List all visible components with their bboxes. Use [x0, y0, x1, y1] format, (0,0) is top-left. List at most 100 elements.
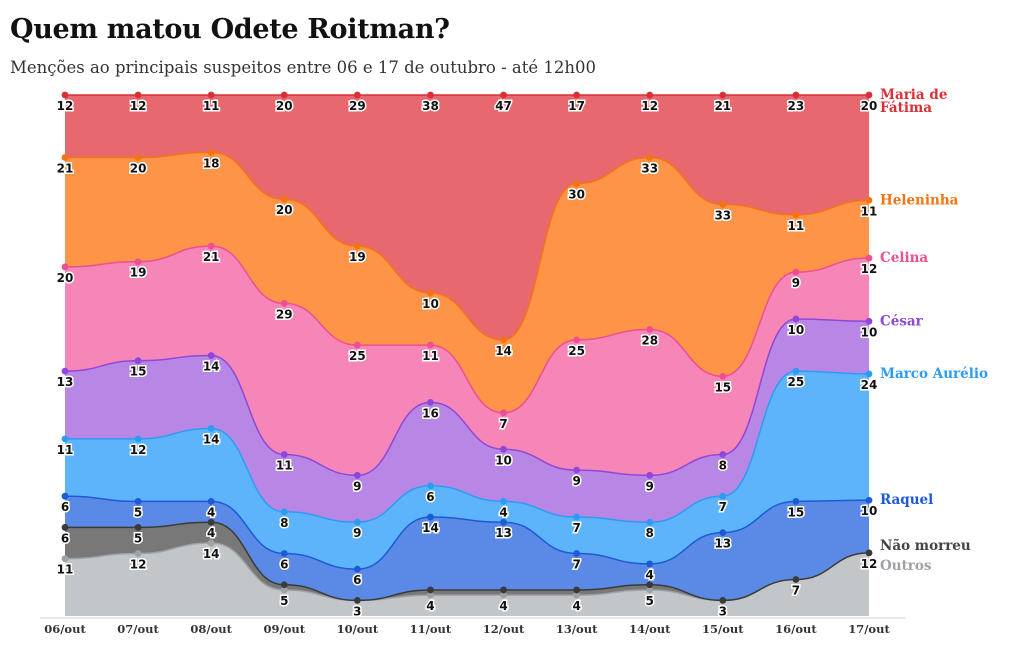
point-marco-aurélio — [573, 513, 581, 521]
point-raquel — [792, 497, 800, 505]
point-não-morreu — [500, 586, 507, 594]
data-label: 10 — [495, 453, 512, 467]
chart-subtitle: Menções ao principais suspeitos entre 06… — [10, 58, 596, 77]
area-césar — [65, 319, 869, 523]
data-label: 4 — [572, 599, 580, 613]
point-não-morreu — [61, 524, 69, 531]
data-label: 8 — [280, 516, 288, 530]
data-label: 5 — [134, 505, 142, 519]
point-maria-de-fátima — [646, 91, 654, 99]
point-heleninha — [353, 242, 361, 250]
point-outros — [61, 555, 69, 563]
point-césar — [207, 352, 215, 359]
legend-césar: César — [880, 313, 924, 329]
point-outros — [134, 550, 142, 557]
point-césar — [573, 466, 581, 474]
data-label: 7 — [792, 584, 800, 598]
data-label: 6 — [280, 557, 288, 571]
data-label: 4 — [207, 505, 215, 519]
data-label: 14 — [203, 360, 220, 374]
data-label: 10 — [861, 325, 878, 339]
area-maria-de-fátima — [65, 95, 869, 340]
data-label: 33 — [714, 208, 731, 222]
point-outros — [280, 586, 288, 594]
data-label: 20 — [276, 203, 293, 217]
data-label: 11 — [422, 349, 439, 363]
legend-heleninha: Heleninha — [880, 192, 959, 208]
legend-line: Não morreu — [880, 538, 971, 554]
data-label: 4 — [499, 505, 507, 519]
point-raquel — [134, 497, 142, 505]
point-outros — [646, 586, 654, 594]
data-label: 9 — [792, 276, 800, 290]
data-label: 12 — [861, 262, 878, 276]
point-celina — [719, 372, 727, 380]
x-tick-label: 12/out — [483, 622, 525, 636]
data-label: 20 — [130, 162, 147, 176]
point-heleninha — [646, 154, 654, 161]
area-raquel — [65, 496, 869, 601]
data-label: 6 — [61, 531, 69, 545]
data-label: 6 — [61, 500, 69, 514]
point-césar — [500, 445, 507, 453]
legend-line: Outros — [880, 558, 932, 574]
data-label: 11 — [788, 219, 805, 233]
point-raquel — [865, 496, 873, 504]
point-não-morreu — [134, 524, 142, 531]
legend-não-morreu: Não morreu — [880, 538, 971, 554]
point-não-morreu — [207, 518, 215, 526]
data-label: 3 — [353, 604, 361, 618]
x-tick-label: 09/out — [263, 622, 305, 636]
data-label: 25 — [568, 344, 585, 358]
data-label: 38 — [422, 99, 439, 113]
data-label: 3 — [719, 604, 727, 618]
point-marco-aurélio — [207, 425, 215, 432]
data-label: 25 — [788, 375, 805, 389]
point-heleninha — [207, 148, 215, 156]
data-label: 29 — [276, 307, 293, 321]
data-label: 15 — [130, 365, 147, 379]
point-não-morreu — [427, 586, 434, 594]
data-label: 47 — [495, 99, 512, 113]
data-label: 19 — [349, 250, 366, 264]
data-label: 21 — [203, 250, 220, 264]
data-label: 7 — [572, 521, 580, 535]
data-label: 30 — [568, 188, 585, 202]
area-não-morreu — [65, 522, 869, 601]
area-heleninha — [65, 152, 869, 413]
data-label: 20 — [861, 99, 878, 113]
legend-line: Heleninha — [880, 192, 959, 208]
data-label: 7 — [719, 500, 727, 514]
point-marco-aurélio — [792, 367, 800, 375]
point-maria-de-fátima — [207, 91, 215, 99]
point-celina — [865, 254, 873, 262]
data-label: 7 — [572, 557, 580, 571]
data-label: 18 — [203, 156, 220, 170]
point-raquel — [427, 513, 434, 521]
point-outros — [427, 591, 434, 599]
data-label: 7 — [499, 417, 507, 431]
point-raquel — [280, 550, 288, 557]
point-césar — [280, 451, 288, 458]
point-outros — [573, 591, 581, 599]
point-marco-aurélio — [353, 518, 361, 526]
point-heleninha — [427, 289, 434, 297]
point-celina — [427, 341, 434, 349]
point-heleninha — [865, 196, 873, 204]
data-label: 10 — [861, 504, 878, 518]
data-label: 5 — [134, 531, 142, 545]
legend-line: Fátima — [880, 100, 932, 116]
point-maria-de-fátima — [865, 91, 873, 99]
legend-line: Celina — [880, 250, 928, 266]
legend-celina: Celina — [880, 250, 928, 266]
point-raquel — [646, 560, 654, 568]
point-marco-aurélio — [719, 492, 727, 500]
point-raquel — [353, 565, 361, 573]
legend-line: Marco Aurélio — [880, 366, 988, 382]
x-tick-label: 08/out — [190, 622, 232, 636]
point-outros — [207, 539, 215, 547]
point-heleninha — [61, 154, 69, 161]
point-heleninha — [719, 201, 727, 208]
data-label: 15 — [714, 380, 731, 394]
